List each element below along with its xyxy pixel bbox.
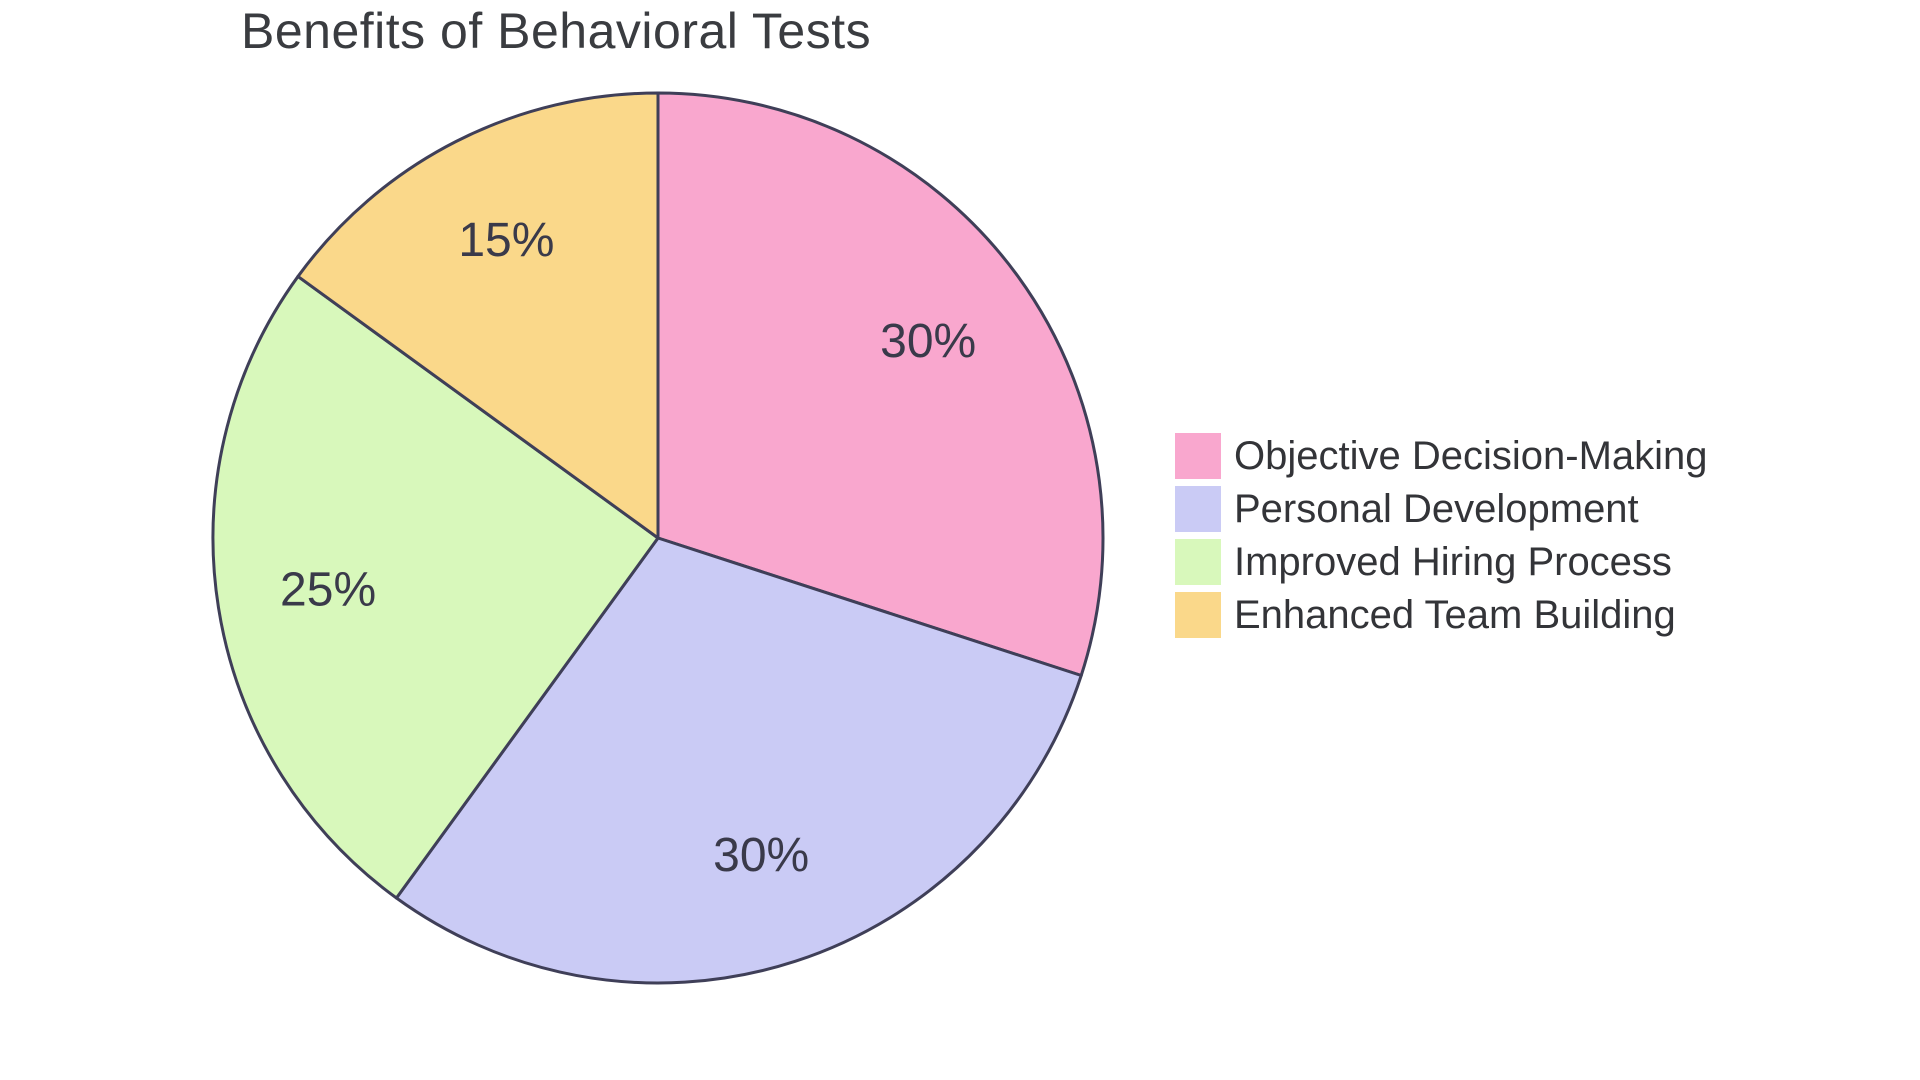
legend-swatch-icon: [1175, 433, 1221, 479]
legend-label: Enhanced Team Building: [1234, 593, 1676, 637]
pie-percent-label-improved-hiring-process: 25%: [280, 564, 376, 617]
pie-slice-personal-development: [394, 536, 1083, 985]
legend-item-improved-hiring-process: Improved Hiring Process: [1175, 539, 1708, 585]
legend-swatch-icon: [1175, 486, 1221, 532]
pie-slice-improved-hiring-process: [211, 274, 660, 900]
legend-item-enhanced-team-building: Enhanced Team Building: [1175, 592, 1708, 638]
chart-title: Benefits of Behavioral Tests: [241, 3, 872, 59]
pie-slice-objective-decision-making: [656, 91, 1105, 678]
pie-percent-label-personal-development: 30%: [713, 829, 809, 882]
legend-label: Objective Decision-Making: [1234, 434, 1708, 478]
legend-swatch-icon: [1175, 539, 1221, 585]
legend: Objective Decision-Making Personal Develo…: [1175, 433, 1708, 645]
pie-slice-enhanced-team-building: [296, 91, 660, 540]
pie-percent-label-objective-decision-making: 30%: [880, 315, 976, 368]
legend-label: Improved Hiring Process: [1234, 540, 1672, 584]
pie-percent-label-enhanced-team-building: 15%: [458, 214, 554, 267]
legend-item-objective-decision-making: Objective Decision-Making: [1175, 433, 1708, 479]
legend-item-personal-development: Personal Development: [1175, 486, 1708, 532]
legend-swatch-icon: [1175, 592, 1221, 638]
legend-label: Personal Development: [1234, 487, 1639, 531]
